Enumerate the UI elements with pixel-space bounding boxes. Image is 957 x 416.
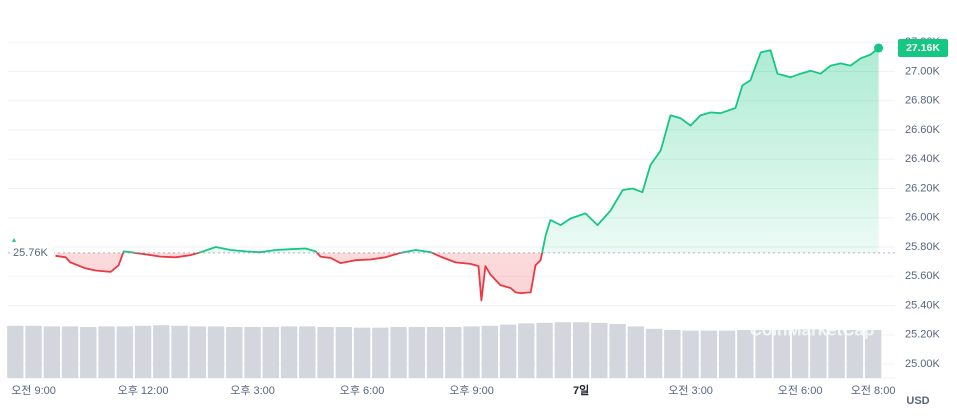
volume-bar xyxy=(189,326,207,378)
volume-bar xyxy=(7,325,24,378)
volume-bar xyxy=(828,330,845,378)
y-tick-label: 25.80K xyxy=(905,241,941,253)
price-line-up xyxy=(122,47,880,253)
x-tick-label: 오전 8:00 xyxy=(851,384,896,397)
volume-bar xyxy=(171,325,188,378)
volume-bar xyxy=(609,324,626,378)
volume-bar xyxy=(207,326,225,378)
volume-bar xyxy=(773,330,791,378)
volume-bar xyxy=(408,327,426,378)
volume-bar xyxy=(390,327,407,378)
currency-label: USD xyxy=(906,395,929,407)
price-line-down xyxy=(55,252,544,302)
y-tick-label: 25.60K xyxy=(905,270,941,282)
volume-bar xyxy=(61,326,79,378)
volume-bar xyxy=(737,330,754,378)
x-tick-label: 오후 6:00 xyxy=(340,384,385,397)
volume-bar xyxy=(572,322,590,378)
y-tick-label: 26.80K xyxy=(905,95,941,107)
volume-bar xyxy=(499,324,517,378)
y-tick-label: 26.20K xyxy=(905,182,941,194)
y-tick-label: 27.00K xyxy=(905,65,941,77)
volume-bar xyxy=(280,326,298,378)
y-tick-label: 26.40K xyxy=(905,153,941,165)
volume-bar xyxy=(645,328,663,378)
volume-bar xyxy=(116,326,134,378)
volume-bar xyxy=(25,325,42,378)
baseline-label: 25.76K xyxy=(13,247,49,259)
volume-bar xyxy=(43,326,61,378)
y-tick-label: 25.40K xyxy=(905,299,941,311)
volume-bar xyxy=(718,330,736,378)
baseline-label-bg xyxy=(10,244,54,261)
volume-bar xyxy=(426,327,444,378)
volume-bar xyxy=(700,330,718,378)
volume-bar xyxy=(353,327,371,378)
last-price-badge xyxy=(898,39,948,58)
x-tick-label: 오후 9:00 xyxy=(449,384,494,397)
volume-bar xyxy=(481,325,499,378)
y-tick-label: 25.00K xyxy=(905,358,941,370)
x-tick-label: 오후 3:00 xyxy=(230,384,275,397)
baseline-marker xyxy=(12,237,16,242)
area-up xyxy=(123,48,879,253)
volume-bar xyxy=(664,330,681,378)
last-point xyxy=(874,43,884,53)
volume-bar xyxy=(299,326,316,378)
volume-bar xyxy=(463,326,480,378)
x-tick-label: 오전 9:00 xyxy=(11,384,56,397)
volume-bar xyxy=(554,322,572,378)
volume-bar xyxy=(846,330,864,378)
volume-bar xyxy=(518,323,535,378)
y-tick-label: 25.20K xyxy=(905,329,941,341)
area-down xyxy=(55,252,879,301)
volume-bar xyxy=(591,322,608,378)
watermark: CoinMarketCap xyxy=(750,320,875,339)
volume-bar xyxy=(98,326,115,378)
x-tick-label: 7일 xyxy=(573,383,589,397)
volume-bar xyxy=(627,326,645,378)
y-tick-label: 26.00K xyxy=(905,212,941,224)
volume-bar xyxy=(134,325,152,378)
volume-bar xyxy=(445,327,462,378)
volume-bar xyxy=(153,325,170,378)
x-tick-label: 오후 12:00 xyxy=(118,384,169,397)
volume-bar xyxy=(810,329,827,378)
x-tick-label: 오전 3:00 xyxy=(668,384,713,397)
volume-bar xyxy=(536,322,553,378)
volume-bar xyxy=(372,327,389,378)
x-tick-label: 오전 6:00 xyxy=(778,384,823,397)
volume-bar xyxy=(335,327,353,378)
volume-bar xyxy=(262,327,280,378)
volume-bar xyxy=(682,330,699,378)
last-price-label: 27.16K xyxy=(906,42,940,54)
volume-bar xyxy=(244,327,261,378)
volume-bar xyxy=(755,330,772,378)
volume-bar xyxy=(226,327,243,378)
volume-bar xyxy=(791,329,809,378)
volume-bar xyxy=(80,327,97,378)
volume-bar xyxy=(864,330,882,378)
y-tick-label: 26.60K xyxy=(905,124,941,136)
volume-bar xyxy=(317,327,334,378)
